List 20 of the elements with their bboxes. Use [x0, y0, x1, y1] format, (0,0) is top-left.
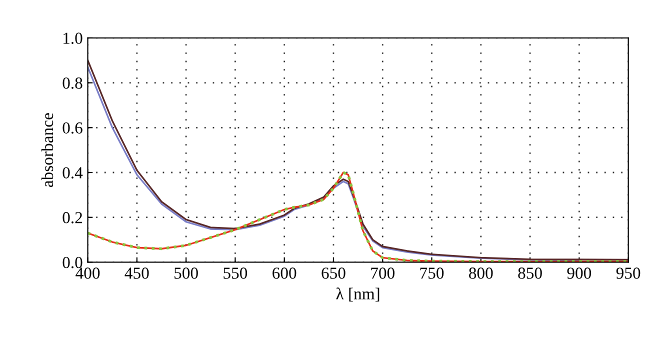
- x-tick-label: 900: [567, 268, 592, 279]
- y-axis-title: absorbance: [41, 113, 54, 187]
- y-tick-label: 0.8: [62, 78, 82, 89]
- x-tick-label: 700: [371, 268, 394, 279]
- y-tick-label: 0.0: [62, 256, 82, 268]
- x-tick-label: 850: [518, 268, 542, 279]
- y-tick-label: 0.6: [62, 122, 82, 134]
- y-tick-label: 0.4: [62, 167, 83, 179]
- y-tick-label: 0.2: [62, 212, 82, 224]
- x-tick-label: 800: [469, 268, 493, 279]
- y-tick-label: 1.0: [64, 32, 82, 44]
- x-tick-label: 500: [174, 268, 198, 279]
- x-tick-label: 400: [76, 268, 100, 279]
- x-tick-label: 550: [224, 268, 248, 279]
- x-tick-label: 450: [124, 268, 149, 279]
- x-tick-label: 600: [272, 268, 296, 279]
- x-axis-title: λ [nm]: [336, 288, 380, 302]
- x-tick-label: 650: [322, 268, 346, 279]
- x-tick-label: 950: [616, 268, 640, 279]
- x-tick-label: 750: [420, 268, 444, 279]
